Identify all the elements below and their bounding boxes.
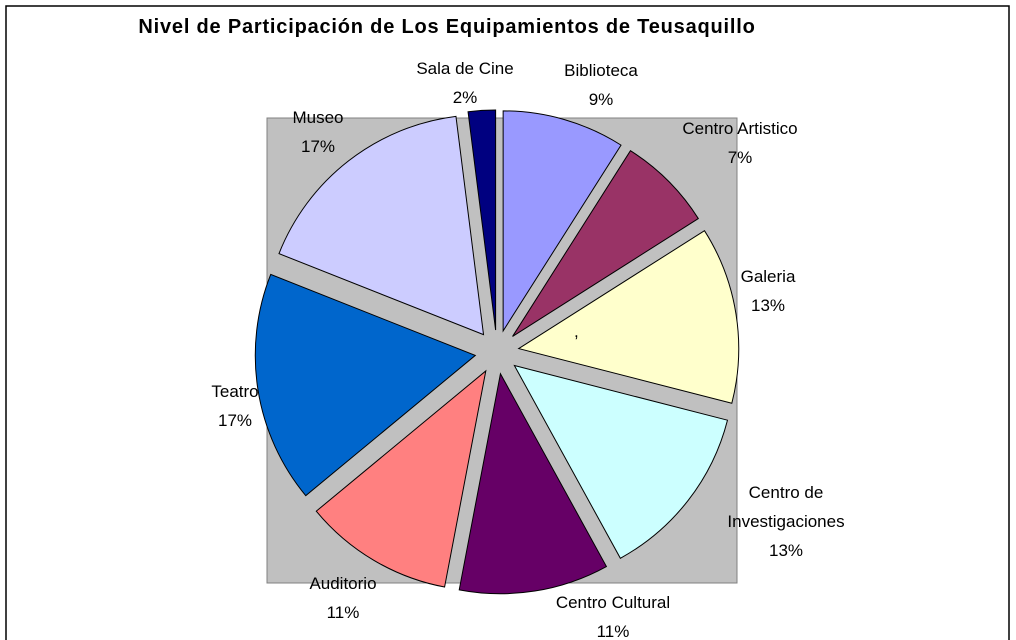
value-label: 13% — [750, 296, 786, 315]
data-label: Galeria 13% — [688, 262, 848, 320]
category-label: Auditorio — [309, 574, 377, 593]
pie-slice — [315, 369, 487, 588]
category-label: Centro Artistico — [682, 119, 798, 138]
pie-slice — [513, 364, 729, 559]
value-label: 13% — [768, 541, 804, 560]
data-label: Sala de Cine 2% — [395, 54, 535, 112]
data-label: Centro de Investigaciones 13% — [716, 478, 856, 565]
category-label: Sala de Cine — [416, 59, 514, 78]
data-label: Teatro 17% — [175, 377, 295, 435]
data-label: Centro Artistico 7% — [660, 114, 820, 172]
pie-slice — [517, 229, 740, 404]
pie-slice — [458, 372, 608, 595]
category-label: Galeria — [740, 267, 796, 286]
pie-slice — [512, 150, 699, 337]
data-label: Centro Cultural 11% — [528, 588, 698, 640]
category-label: Centro de Investigaciones — [727, 483, 845, 531]
chart-title: Nivel de Participación de Los Equipamien… — [138, 16, 756, 38]
value-label: 7% — [727, 148, 753, 167]
data-label: Auditorio 11% — [263, 569, 423, 627]
pie-slice — [278, 115, 485, 336]
value-label: 17% — [217, 411, 253, 430]
pie — [254, 109, 740, 595]
category-label: Museo — [292, 108, 344, 127]
pie-slice — [502, 110, 622, 333]
data-label: Biblioteca 9% — [521, 56, 681, 114]
value-label: 9% — [588, 90, 614, 109]
category-label: Biblioteca — [564, 61, 638, 80]
pie-slice — [254, 273, 477, 497]
category-label: Centro Cultural — [555, 593, 671, 612]
pie-slice — [467, 109, 497, 331]
value-label: 2% — [452, 88, 478, 107]
value-label: 11% — [596, 622, 630, 640]
category-label: Teatro — [211, 382, 259, 401]
value-label: 17% — [300, 137, 336, 156]
value-label: 11% — [326, 603, 360, 622]
annotation: , — [574, 322, 579, 341]
data-label: Museo 17% — [258, 103, 378, 161]
